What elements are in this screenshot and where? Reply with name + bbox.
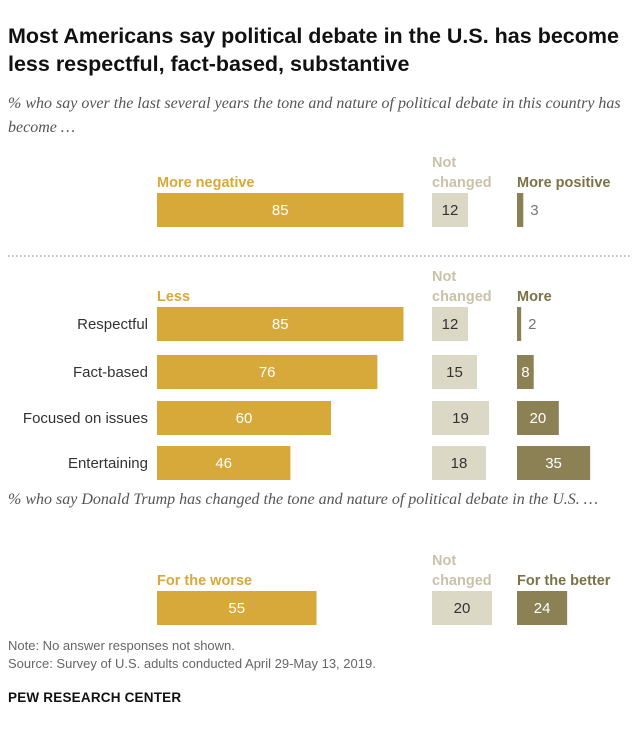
header-positive: For the better bbox=[517, 573, 611, 589]
bar-positive bbox=[517, 401, 559, 435]
value-label-negative: 46 bbox=[215, 455, 232, 472]
header-not-changed: Not bbox=[432, 553, 456, 569]
bar-not-changed bbox=[432, 193, 468, 227]
value-label-positive: 3 bbox=[530, 202, 538, 219]
subtitle-trump-effect: % who say Donald Trump has changed the t… bbox=[8, 491, 599, 508]
category-label: Entertaining bbox=[68, 455, 148, 472]
value-label-not-changed: 18 bbox=[451, 455, 468, 472]
brand-logo-text: PEW RESEARCH CENTER bbox=[8, 690, 182, 705]
value-label-negative: 85 bbox=[272, 316, 289, 333]
header-not-changed: changed bbox=[432, 573, 492, 589]
header-positive: More bbox=[517, 289, 552, 305]
value-label-positive: 20 bbox=[530, 410, 547, 427]
bar-not-changed bbox=[432, 446, 486, 480]
source-line: Source: Survey of U.S. adults conducted … bbox=[8, 656, 376, 671]
value-label-negative: 85 bbox=[272, 202, 289, 219]
value-label-positive: 24 bbox=[534, 600, 551, 617]
bar-positive bbox=[517, 193, 524, 227]
header-not-changed: Not bbox=[432, 269, 456, 285]
bar-not-changed bbox=[432, 355, 477, 389]
bar-positive bbox=[517, 307, 522, 341]
value-label-negative: 60 bbox=[236, 410, 253, 427]
value-label-not-changed: 15 bbox=[446, 364, 463, 381]
value-label-not-changed: 19 bbox=[452, 410, 469, 427]
bar-not-changed bbox=[432, 591, 492, 625]
header-negative: Less bbox=[157, 289, 190, 305]
bar-negative bbox=[157, 193, 404, 227]
value-label-not-changed: 12 bbox=[442, 316, 459, 333]
bar-negative bbox=[157, 401, 331, 435]
header-not-changed: changed bbox=[432, 175, 492, 191]
value-label-negative: 76 bbox=[259, 364, 276, 381]
note: Note: No answer responses not shown. bbox=[8, 638, 235, 653]
chart-title: Most Americans say political debate in t… bbox=[8, 24, 619, 76]
value-label-not-changed: 12 bbox=[442, 202, 459, 219]
bar-negative bbox=[157, 355, 378, 389]
bar-negative bbox=[157, 307, 404, 341]
bar-negative bbox=[157, 591, 317, 625]
value-label-not-changed: 20 bbox=[454, 600, 471, 617]
bar-not-changed bbox=[432, 307, 468, 341]
value-label-negative: 55 bbox=[228, 600, 245, 617]
category-label: Fact-based bbox=[73, 364, 148, 381]
header-positive: More positive bbox=[517, 175, 610, 191]
bar-positive bbox=[517, 355, 534, 389]
value-label-positive: 35 bbox=[545, 455, 562, 472]
bar-not-changed bbox=[432, 401, 489, 435]
value-label-positive: 8 bbox=[521, 364, 529, 381]
bar-positive bbox=[517, 591, 568, 625]
bar-negative bbox=[157, 446, 291, 480]
header-negative: More negative bbox=[157, 175, 255, 191]
category-label: Respectful bbox=[77, 316, 148, 333]
value-label-positive: 2 bbox=[528, 316, 536, 333]
category-label: Focused on issues bbox=[23, 410, 148, 427]
header-negative: For the worse bbox=[157, 573, 252, 589]
header-not-changed: Not bbox=[432, 155, 456, 171]
bar-positive bbox=[517, 446, 591, 480]
subtitle-tone-change: % who say over the last several years th… bbox=[8, 95, 621, 136]
header-not-changed: changed bbox=[432, 289, 492, 305]
